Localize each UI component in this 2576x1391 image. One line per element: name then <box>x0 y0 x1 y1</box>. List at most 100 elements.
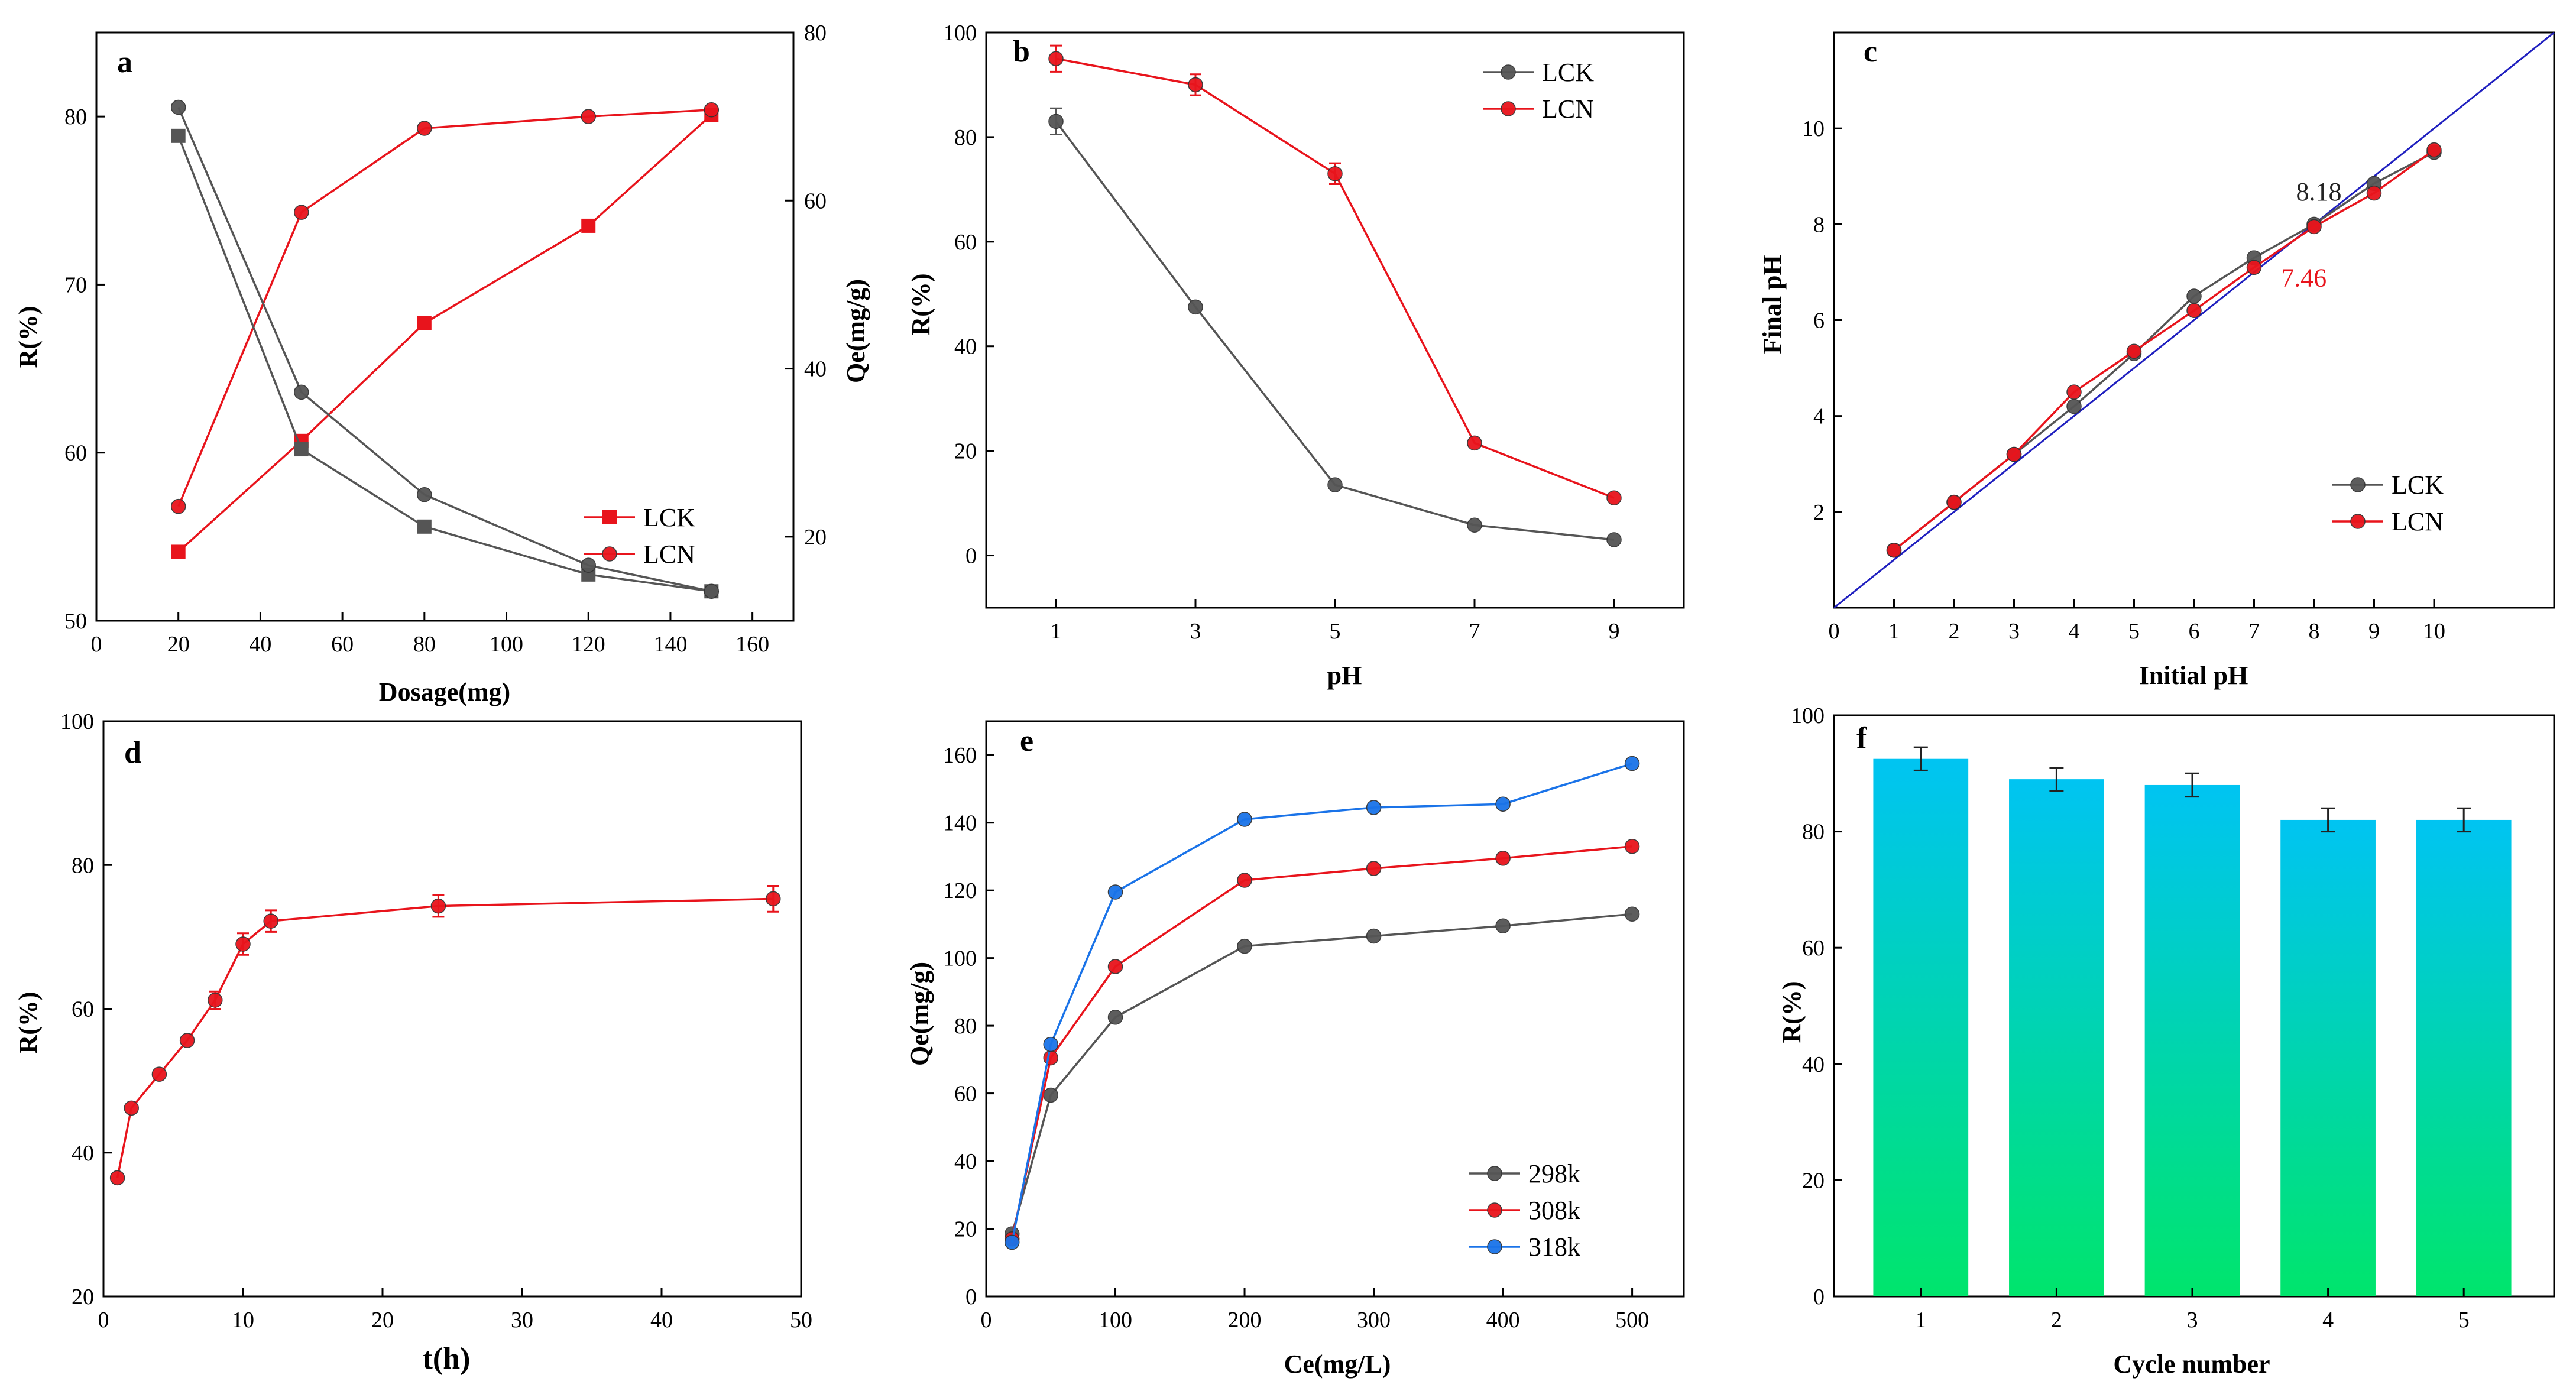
data-point-b-1 <box>1467 435 1482 451</box>
x-tick-label-a: 100 <box>490 632 523 657</box>
data-point-a-2 <box>417 519 432 534</box>
y2-tick-label-a: 20 <box>804 525 827 550</box>
data-point-b-0 <box>1188 299 1203 315</box>
x-tick-label-a: 40 <box>249 632 271 657</box>
data-point-a-1 <box>170 498 186 514</box>
plot-area-f: 0 20 40 60 80 100 1 2 3 4 5 <box>1791 703 2555 1332</box>
legend-label-a: LCK <box>643 503 695 532</box>
bar-f <box>2144 784 2240 1296</box>
y2-axis-title-a: Qe(mg/g) <box>841 279 870 383</box>
data-point-c-1 <box>1946 494 1962 510</box>
x-tick-label-c: 10 <box>2423 619 2445 644</box>
panel-letter-a: a <box>117 46 132 79</box>
panel-letter-b: b <box>1013 35 1030 69</box>
bar-f <box>2416 819 2512 1296</box>
series-line-a-0 <box>177 114 712 553</box>
data-point-c-1 <box>2126 343 2142 359</box>
data-point-a-3 <box>704 583 720 599</box>
y2-tick-label-a: 40 <box>804 357 827 382</box>
x-tick-label-d: 0 <box>98 1308 109 1332</box>
data-point-b-1 <box>1188 77 1203 93</box>
legend-marker-c <box>2350 514 2366 529</box>
y-tick-label-b: 100 <box>943 21 977 46</box>
y-tick-label-f: 100 <box>1791 703 1825 728</box>
panel-letter-c: c <box>1864 35 1877 69</box>
data-point-a-1 <box>417 121 432 136</box>
y-tick-label-a: 50 <box>64 609 87 634</box>
x-tick-label-c: 9 <box>2368 619 2380 644</box>
y-axis-title-d: R(%) <box>14 991 43 1053</box>
panel-e: e Ce(mg/L) Qe(mg/g) 0 100 200 300 400 500 0 20 4… <box>905 720 1685 1379</box>
bar-f <box>1873 758 1969 1296</box>
panel-letter-e: e <box>1020 724 1033 758</box>
legend-label-e: 298k <box>1528 1159 1580 1188</box>
x-tick-label-c: 8 <box>2309 619 2320 644</box>
data-point-a-2 <box>294 442 309 457</box>
y2-tick-label-a: 60 <box>804 189 827 213</box>
data-point-e-2 <box>1237 812 1252 827</box>
plot-area-b: 1 3 5 7 9 0 20 40 60 80 100 LCK LCN <box>943 21 1685 644</box>
x-tick-label-d: 30 <box>511 1308 533 1332</box>
legend-label-c: LCN <box>2392 507 2444 536</box>
legend-label-e: 318k <box>1528 1233 1580 1262</box>
y-tick-label-e: 40 <box>954 1149 977 1174</box>
x-tick-label-d: 50 <box>790 1308 812 1332</box>
frame-a <box>95 31 795 622</box>
data-point-b-0 <box>1327 477 1343 492</box>
y-tick-label-c: 8 <box>1813 212 1825 237</box>
data-point-a-2 <box>171 128 186 143</box>
plot-area-d: 0 10 20 30 40 50 20 40 60 80 100 <box>60 709 812 1332</box>
x-tick-label-e: 400 <box>1486 1308 1520 1332</box>
y-tick-label-f: 40 <box>1802 1052 1825 1077</box>
data-point-c-1 <box>2186 303 2202 319</box>
legend-marker-a <box>602 546 617 562</box>
data-point-c-0 <box>2066 398 2082 414</box>
legend-marker-e <box>1487 1239 1502 1254</box>
annotation-c: 7.46 <box>2281 264 2326 293</box>
y2-tick-label-a: 80 <box>804 21 827 46</box>
data-point-e-1 <box>1366 861 1382 876</box>
data-point-d-0 <box>179 1033 195 1048</box>
legend-label-a: LCN <box>643 540 695 569</box>
x-tick-label-a: 20 <box>167 632 190 657</box>
data-point-c-1 <box>2366 185 2382 201</box>
data-point-e-0 <box>1237 938 1252 954</box>
y-tick-label-e: 120 <box>943 878 977 903</box>
data-point-e-0 <box>1043 1087 1059 1103</box>
data-point-e-1 <box>1107 959 1123 974</box>
x-tick-label-e: 100 <box>1099 1308 1132 1332</box>
series-line-a-2 <box>177 135 712 592</box>
data-point-d-0 <box>151 1066 167 1082</box>
x-tick-label-b: 7 <box>1469 619 1480 644</box>
y-tick-label-b: 80 <box>954 125 977 150</box>
data-point-e-1 <box>1495 851 1511 866</box>
y-tick-label-c: 6 <box>1813 309 1825 333</box>
data-point-e-2 <box>1366 800 1382 815</box>
data-point-d-0 <box>208 993 223 1008</box>
panel-d: d t(h) R(%) 0 10 20 30 40 50 20 40 60 80 100 <box>14 709 812 1376</box>
series-line-d-0 <box>116 897 773 1178</box>
data-point-d-0 <box>124 1100 139 1116</box>
x-tick-label-a: 0 <box>91 632 102 657</box>
series-line-c-1 <box>1893 149 2435 552</box>
data-point-b-1 <box>1048 51 1064 66</box>
x-tick-label-f: 2 <box>2051 1308 2062 1332</box>
y-tick-label-e: 140 <box>943 811 977 836</box>
y-tick-label-d: 60 <box>72 997 94 1022</box>
legend-marker-a <box>602 510 617 524</box>
x-tick-label-c: 5 <box>2128 619 2140 644</box>
y-tick-label-e: 160 <box>943 743 977 768</box>
legend-marker-e <box>1487 1166 1502 1181</box>
plot-area-e: 0 100 200 300 400 500 0 20 40 60 80 100 120 140 160 298… <box>943 720 1685 1332</box>
data-point-e-0 <box>1107 1010 1123 1025</box>
panel-letter-d: d <box>124 736 141 770</box>
data-point-c-1 <box>2306 219 2322 235</box>
y-tick-label-e: 100 <box>943 946 977 971</box>
data-point-c-1 <box>2006 446 2022 462</box>
x-tick-label-c: 6 <box>2189 619 2200 644</box>
x-tick-label-d: 20 <box>371 1308 394 1332</box>
y-tick-label-c: 10 <box>1802 116 1825 141</box>
y-tick-label-f: 0 <box>1813 1285 1825 1309</box>
series-line-b-1 <box>1055 57 1615 499</box>
bar-f <box>2009 779 2104 1296</box>
